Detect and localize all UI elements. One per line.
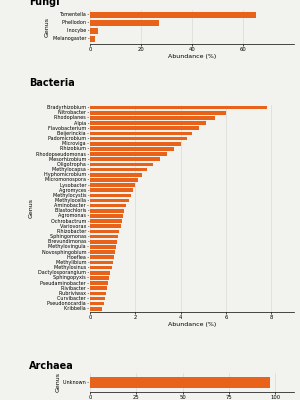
Bar: [90, 126, 199, 130]
Y-axis label: Genus: Genus: [56, 372, 61, 392]
Text: Archaea: Archaea: [29, 361, 74, 371]
Bar: [90, 281, 108, 285]
Bar: [90, 302, 104, 306]
Bar: [90, 256, 114, 259]
Bar: [90, 183, 135, 187]
Bar: [90, 377, 270, 388]
Bar: [90, 36, 95, 42]
Bar: [90, 173, 142, 176]
Bar: [90, 250, 115, 254]
Bar: [90, 111, 226, 114]
Bar: [90, 286, 107, 290]
Text: Bacteria: Bacteria: [29, 78, 75, 88]
Bar: [90, 204, 126, 208]
Bar: [90, 271, 110, 274]
Text: Fungi: Fungi: [29, 0, 59, 7]
Bar: [90, 121, 206, 125]
Bar: [90, 261, 113, 264]
Bar: [90, 240, 117, 244]
Bar: [90, 230, 119, 233]
Bar: [90, 224, 121, 228]
Bar: [90, 137, 188, 140]
Bar: [90, 147, 174, 151]
X-axis label: Abundance (%): Abundance (%): [168, 322, 216, 328]
Bar: [90, 106, 267, 110]
Bar: [90, 168, 147, 171]
Bar: [90, 162, 154, 166]
Bar: [90, 178, 138, 182]
Y-axis label: Genus: Genus: [45, 17, 50, 37]
Bar: [90, 132, 192, 135]
Bar: [90, 276, 109, 280]
X-axis label: Abundance (%): Abundance (%): [168, 54, 216, 59]
Bar: [90, 307, 103, 311]
Bar: [90, 209, 124, 213]
Bar: [90, 188, 133, 192]
Bar: [90, 199, 128, 202]
Bar: [90, 116, 215, 120]
Bar: [90, 297, 105, 300]
Bar: [90, 292, 106, 295]
Bar: [90, 12, 256, 18]
Bar: [90, 235, 118, 238]
Y-axis label: Genus: Genus: [28, 198, 33, 218]
Bar: [90, 152, 167, 156]
Bar: [90, 28, 98, 34]
Bar: [90, 266, 112, 269]
Bar: [90, 194, 131, 197]
Bar: [90, 219, 122, 223]
Bar: [90, 214, 123, 218]
Bar: [90, 142, 181, 146]
Bar: [90, 20, 159, 26]
Bar: [90, 245, 116, 249]
Bar: [90, 158, 160, 161]
